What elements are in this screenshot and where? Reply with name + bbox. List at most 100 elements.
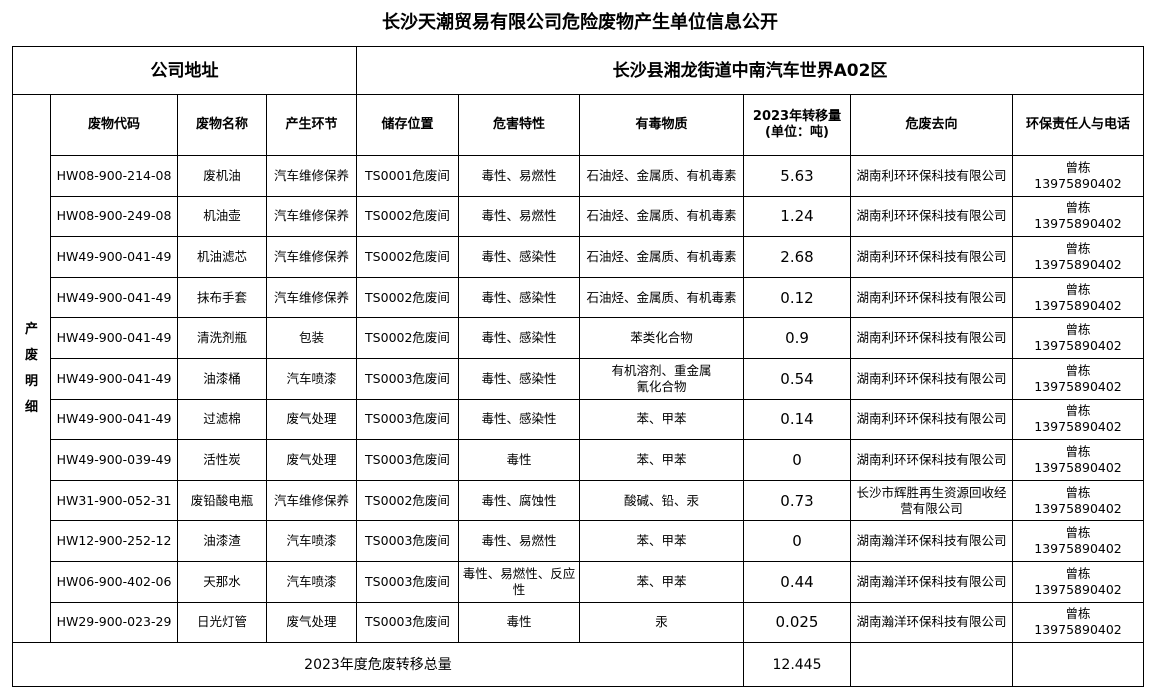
cell-process: 汽车喷漆 bbox=[266, 560, 357, 603]
table-row: HW49-900-041-49 机油滤芯 汽车维修保养 TS0002危废间 毒性、感染性… bbox=[13, 236, 1145, 278]
cell-process: 废气处理 bbox=[266, 398, 357, 441]
cell-storage: TS0001危废间 bbox=[356, 155, 459, 197]
cell-hazard: 毒性、易燃性 bbox=[458, 155, 580, 197]
cell-transfer-quantity: 0.73 bbox=[743, 479, 851, 522]
total-empty bbox=[850, 642, 1013, 688]
cell-waste-name: 活性炭 bbox=[177, 439, 267, 481]
cell-waste-name: 过滤棉 bbox=[177, 398, 267, 441]
cell-waste-code: HW06-900-402-06 bbox=[50, 560, 178, 603]
cell-destination: 湖南利环环保科技有限公司 bbox=[850, 317, 1013, 359]
cell-destination: 湖南瀚洋环保科技有限公司 bbox=[850, 601, 1013, 644]
cell-storage: TS0002危废间 bbox=[356, 479, 459, 522]
cell-transfer-quantity: 0.14 bbox=[743, 398, 851, 441]
cell-contact: 曾栋 13975890402 bbox=[1011, 276, 1145, 319]
cell-toxic-substance: 有机溶剂、重金属 氰化合物 bbox=[579, 357, 744, 400]
address-label: 公司地址 bbox=[12, 46, 357, 95]
header-toxic-substance: 有毒物质 bbox=[579, 94, 744, 156]
total-value: 12.445 bbox=[743, 642, 851, 688]
cell-waste-name: 机油壶 bbox=[177, 195, 267, 238]
cell-waste-name: 废机油 bbox=[177, 155, 267, 197]
cell-toxic-substance: 酸碱、铅、汞 bbox=[579, 479, 744, 522]
table-row: HW08-900-249-08 机油壶 汽车维修保养 TS0002危废间 毒性、易燃性石… bbox=[13, 195, 1145, 238]
cell-waste-code: HW49-900-041-49 bbox=[50, 236, 178, 278]
header-row: 产废明细 废物代码 废物名称 产生环节 储存位置 危害特性 有毒物质 2023年转移量 (单… bbox=[12, 93, 1145, 644]
cell-toxic-substance: 石油烃、金属质、有机毒素 bbox=[579, 276, 744, 319]
cell-waste-name: 日光灯管 bbox=[177, 601, 267, 644]
cell-toxic-substance: 苯、甲苯 bbox=[579, 439, 744, 481]
table-row: HW08-900-214-08 废机油 汽车维修保养 TS0001危废间 毒性、易燃性石… bbox=[13, 155, 1145, 197]
table-row: HW49-900-039-49 活性炭 废气处理 TS0003危废间 毒性 苯、甲苯 0 湖南… bbox=[13, 439, 1145, 481]
cell-hazard: 毒性 bbox=[458, 601, 580, 644]
address-row: 公司地址 长沙县湘龙街道中南汽车世界A02区 bbox=[12, 46, 1145, 95]
cell-contact: 曾栋 13975890402 bbox=[1011, 155, 1145, 197]
cell-process: 包装 bbox=[266, 317, 357, 359]
total-row: 2023年度危废转移总量 12.445 bbox=[12, 642, 1145, 688]
cell-toxic-substance: 苯、甲苯 bbox=[579, 520, 744, 562]
table-row: HW06-900-402-06 天那水 汽车喷漆 TS0003危废间 毒性、易燃性、反应… bbox=[13, 560, 1145, 603]
cell-waste-name: 天那水 bbox=[177, 560, 267, 603]
section-cell: 产废明细 bbox=[12, 93, 51, 644]
cell-contact: 曾栋 13975890402 bbox=[1011, 560, 1145, 603]
cell-process: 汽车维修保养 bbox=[266, 236, 357, 278]
cell-waste-name: 清洗剂瓶 bbox=[177, 317, 267, 359]
header-waste-code: 废物代码 bbox=[50, 94, 178, 156]
cell-transfer-quantity: 0.44 bbox=[743, 560, 851, 603]
cell-storage: TS0002危废间 bbox=[356, 195, 459, 238]
cell-hazard: 毒性、感染性 bbox=[458, 276, 580, 319]
cell-contact: 曾栋 13975890402 bbox=[1011, 398, 1145, 441]
cell-waste-code: HW12-900-252-12 bbox=[50, 520, 178, 562]
cell-transfer-quantity: 0.54 bbox=[743, 357, 851, 400]
cell-toxic-substance: 汞 bbox=[579, 601, 744, 644]
cell-waste-code: HW49-900-041-49 bbox=[50, 398, 178, 441]
header-contact: 环保责任人与电话 bbox=[1011, 94, 1145, 156]
cell-waste-code: HW49-900-041-49 bbox=[50, 276, 178, 319]
table-row: HW29-900-023-29 日光灯管 废气处理 TS0003危废间 毒性汞 0.025… bbox=[13, 601, 1145, 644]
cell-destination: 湖南利环环保科技有限公司 bbox=[850, 439, 1013, 481]
cell-storage: TS0003危废间 bbox=[356, 560, 459, 603]
cell-storage: TS0002危废间 bbox=[356, 236, 459, 278]
cell-contact: 曾栋 13975890402 bbox=[1011, 236, 1145, 278]
cell-contact: 曾栋 13975890402 bbox=[1011, 520, 1145, 562]
cell-hazard: 毒性、易燃性 bbox=[458, 195, 580, 238]
table-row: HW49-900-041-49 过滤棉 废气处理 TS0003危废间 毒性、感染性 苯、甲… bbox=[13, 398, 1145, 441]
cell-destination: 湖南瀚洋环保科技有限公司 bbox=[850, 520, 1013, 562]
cell-waste-code: HW49-900-041-49 bbox=[50, 357, 178, 400]
cell-hazard: 毒性 bbox=[458, 439, 580, 481]
header-process: 产生环节 bbox=[266, 94, 357, 156]
cell-process: 汽车维修保养 bbox=[266, 155, 357, 197]
cell-hazard: 毒性、感染性 bbox=[458, 317, 580, 359]
cell-toxic-substance: 苯类化合物 bbox=[579, 317, 744, 359]
header-destination: 危废去向 bbox=[850, 94, 1013, 156]
cell-storage: TS0002危废间 bbox=[356, 317, 459, 359]
cell-transfer-quantity: 5.63 bbox=[743, 155, 851, 197]
cell-toxic-substance: 苯、甲苯 bbox=[579, 398, 744, 441]
cell-storage: TS0003危废间 bbox=[356, 520, 459, 562]
cell-destination: 湖南瀚洋环保科技有限公司 bbox=[850, 560, 1013, 603]
page-title: 长沙天潮贸易有限公司危险废物产生单位信息公开 bbox=[382, 12, 778, 33]
cell-transfer-quantity: 0 bbox=[743, 439, 851, 481]
cell-waste-code: HW08-900-214-08 bbox=[50, 155, 178, 197]
cell-storage: TS0003危废间 bbox=[356, 398, 459, 441]
cell-toxic-substance: 石油烃、金属质、有机毒素 bbox=[579, 195, 744, 238]
cell-transfer-quantity: 0.9 bbox=[743, 317, 851, 359]
cell-waste-code: HW08-900-249-08 bbox=[50, 195, 178, 238]
cell-hazard: 毒性、腐蚀性 bbox=[458, 479, 580, 522]
cell-contact: 曾栋 13975890402 bbox=[1011, 195, 1145, 238]
cell-waste-code: HW49-900-041-49 bbox=[50, 317, 178, 359]
cell-waste-name: 抹布手套 bbox=[177, 276, 267, 319]
cell-contact: 曾栋 13975890402 bbox=[1011, 357, 1145, 400]
header-waste-name: 废物名称 bbox=[177, 94, 267, 156]
cell-destination: 湖南利环环保科技有限公司 bbox=[850, 195, 1013, 238]
cell-destination: 湖南利环环保科技有限公司 bbox=[850, 357, 1013, 400]
cell-process: 汽车维修保养 bbox=[266, 479, 357, 522]
total-empty bbox=[1011, 642, 1145, 688]
cell-contact: 曾栋 13975890402 bbox=[1011, 601, 1145, 644]
section-label: 产废明细 bbox=[24, 321, 38, 415]
cell-waste-code: HW49-900-039-49 bbox=[50, 439, 178, 481]
cell-storage: TS0003危废间 bbox=[356, 439, 459, 481]
cell-storage: TS0002危废间 bbox=[356, 276, 459, 319]
waste-info-table: 公司地址 长沙县湘龙街道中南汽车世界A02区 产废明细 废物代码 废物名称 产生环节… bbox=[12, 46, 1145, 688]
address-value: 长沙县湘龙街道中南汽车世界A02区 bbox=[355, 46, 1145, 95]
cell-destination: 湖南利环环保科技有限公司 bbox=[850, 236, 1013, 278]
cell-process: 汽车喷漆 bbox=[266, 520, 357, 562]
